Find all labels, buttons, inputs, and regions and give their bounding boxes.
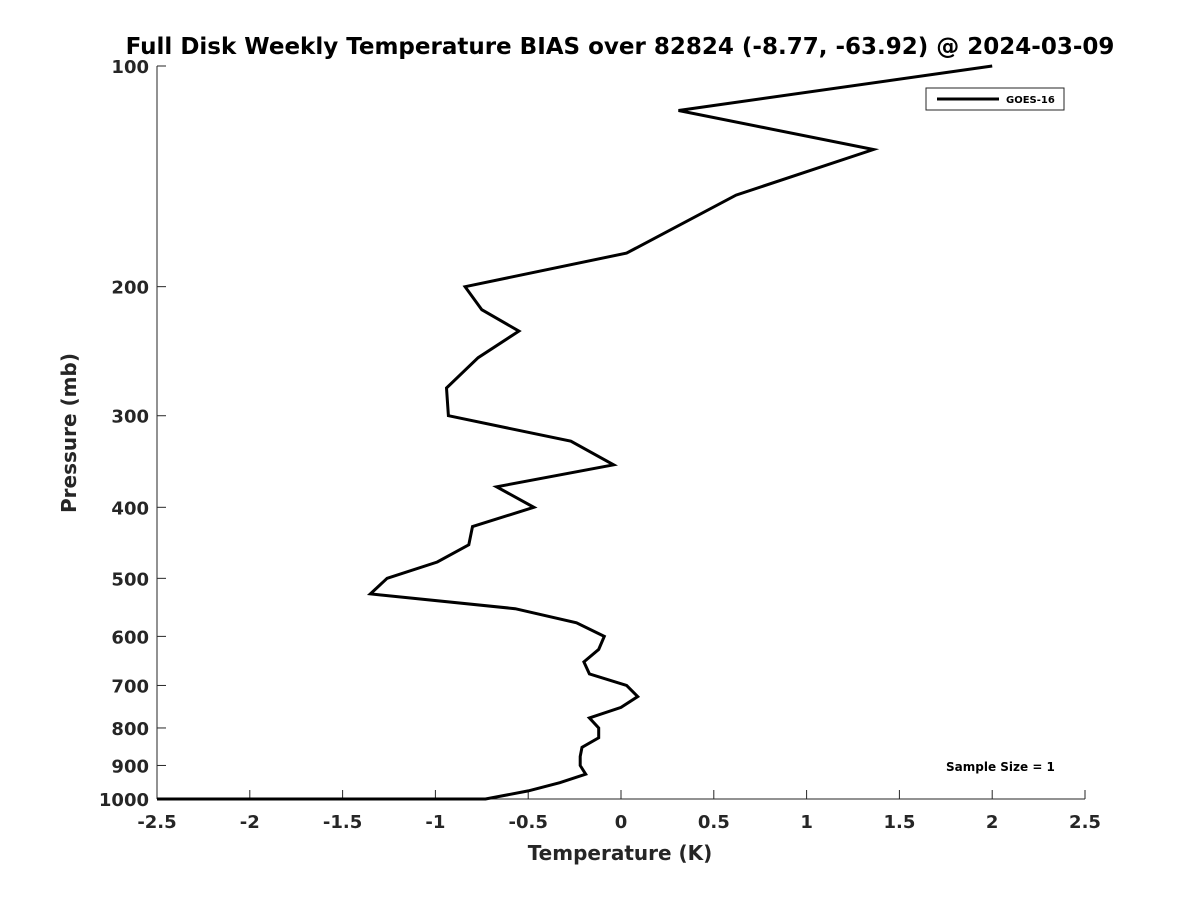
x-tick-label: -1	[425, 812, 445, 833]
chart-title: Full Disk Weekly Temperature BIAS over 8…	[126, 34, 1115, 60]
x-ticks: -2.5 -2 -1.5 -1 -0.5 0 0.5 1 1.5 2 2.5	[137, 790, 1101, 833]
plot-frame	[157, 66, 1085, 799]
x-tick-label: -0.5	[509, 812, 548, 833]
legend: GOES-16	[925, 87, 1065, 111]
y-tick-label: 400	[111, 498, 149, 519]
y-tick-label: 600	[111, 627, 149, 648]
x-tick-label: 2	[986, 812, 999, 833]
x-tick-label: 2.5	[1069, 812, 1101, 833]
y-tick-label: 1000	[99, 790, 149, 811]
y-tick-label: 500	[111, 569, 149, 590]
x-tick-label: -2	[240, 812, 260, 833]
series-line-goes-16	[157, 64, 993, 801]
x-tick-label: 0.5	[698, 812, 730, 833]
y-tick-label: 200	[111, 278, 149, 299]
x-axis-label: Temperature (K)	[528, 841, 713, 865]
plot-axes	[156, 66, 1085, 800]
x-tick-label: 1	[800, 812, 813, 833]
y-tick-label: 800	[111, 719, 149, 740]
x-tick-label: -2.5	[137, 812, 176, 833]
y-tick-label: 300	[111, 407, 149, 428]
y-tick-label: 100	[111, 57, 149, 78]
y-axis-label: Pressure (mb)	[57, 353, 81, 513]
x-tick-label: -1.5	[323, 812, 362, 833]
y-ticks: 100 200 300 400 500 600 700 800 900 1000	[99, 57, 166, 811]
y-tick-label: 900	[111, 756, 149, 777]
series-layer	[157, 64, 993, 801]
x-tick-label: 0	[615, 812, 628, 833]
y-tick-label: 700	[111, 676, 149, 697]
sample-size-annotation: Sample Size = 1	[946, 760, 1055, 774]
legend-label: GOES-16	[1006, 95, 1055, 106]
x-tick-label: 1.5	[883, 812, 915, 833]
